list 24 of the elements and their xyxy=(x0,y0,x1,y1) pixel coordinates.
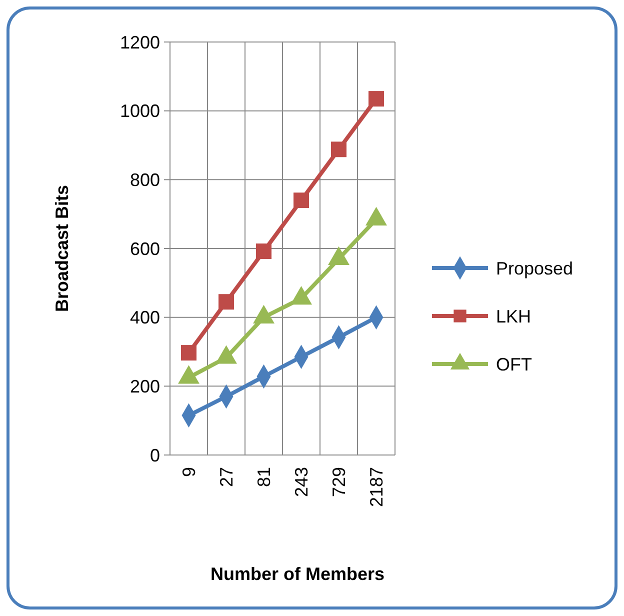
x-tick-label: 81 xyxy=(254,467,274,488)
y-tick-label: 600 xyxy=(130,238,160,259)
point xyxy=(331,142,346,158)
y-tick-label: 0 xyxy=(150,445,160,466)
point xyxy=(256,244,272,259)
legend-label: LKH xyxy=(496,306,532,326)
legend-label: Proposed xyxy=(496,258,574,278)
x-tick-label: 243 xyxy=(292,467,312,498)
y-tick-label: 800 xyxy=(130,170,160,190)
y-axis-title: Broadcast Bits xyxy=(52,184,72,312)
point xyxy=(368,91,384,107)
y-tick-label: 1200 xyxy=(120,32,160,52)
x-tick-label: 27 xyxy=(216,467,237,488)
y-tick-label: 400 xyxy=(130,308,160,328)
point xyxy=(294,192,309,208)
x-tick-label: 729 xyxy=(329,467,350,498)
legend-label: OFT xyxy=(496,354,532,374)
point xyxy=(218,294,234,310)
x-tick-label: 2187 xyxy=(366,467,387,508)
y-tick-label: 1000 xyxy=(120,101,160,122)
point xyxy=(181,345,196,361)
y-tick-label: 200 xyxy=(130,376,160,396)
x-axis-title: Number of Members xyxy=(210,564,385,584)
x-tick-label: 9 xyxy=(179,467,200,478)
